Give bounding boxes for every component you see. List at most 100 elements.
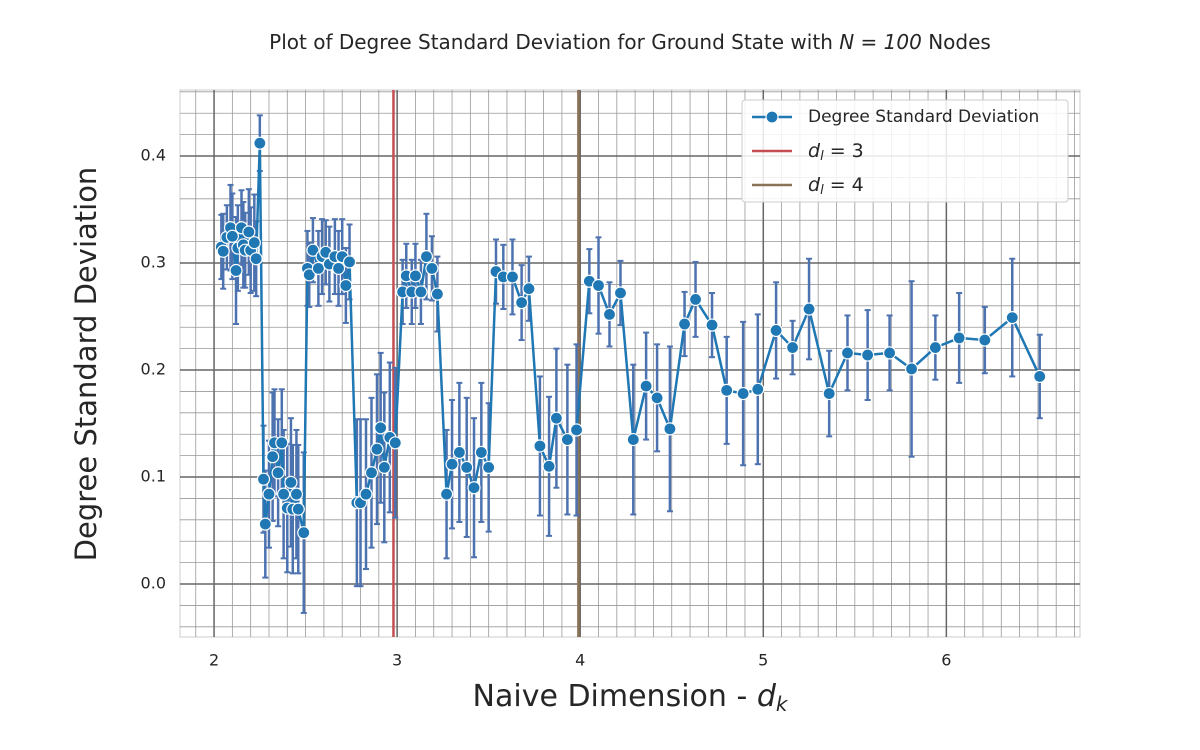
data-point [374, 421, 388, 435]
data-point [650, 391, 664, 405]
data-point [720, 383, 734, 397]
data-point [549, 411, 564, 425]
legend-label-text: = 3 [824, 140, 864, 162]
data-point [225, 229, 239, 243]
data-point [216, 244, 230, 258]
x-tick-label: 4 [575, 651, 585, 670]
data-point [289, 487, 304, 501]
legend-label: dl = 3 [808, 140, 864, 164]
data-point [359, 487, 373, 501]
data-point [419, 250, 434, 264]
data-point [452, 445, 466, 460]
data-point [430, 287, 445, 301]
x-tick-label: 5 [758, 651, 768, 670]
data-point [242, 225, 256, 239]
data-point [1005, 310, 1019, 325]
data-point [591, 278, 606, 293]
data-point [247, 236, 261, 250]
legend-marker [765, 110, 779, 124]
data-point [639, 379, 653, 393]
x-tick-label: 3 [392, 651, 402, 670]
data-point [474, 445, 488, 460]
y-tick-label: 0.1 [141, 467, 166, 486]
data-point [258, 517, 272, 531]
data-point [388, 436, 402, 450]
data-point [414, 285, 428, 299]
x-axis-label: Naive Dimension - dk [473, 679, 789, 716]
data-point [364, 466, 379, 480]
data-point [229, 263, 243, 278]
data-point [751, 382, 765, 396]
data-point [688, 292, 703, 307]
data-point [306, 243, 320, 257]
x-tick-label: 2 [209, 651, 219, 670]
legend-label-sub: l [820, 149, 824, 164]
data-point [515, 296, 529, 310]
data-point [377, 460, 391, 475]
legend-box [741, 99, 1069, 203]
data-point [928, 340, 942, 355]
data-point [249, 252, 263, 266]
data-point [736, 386, 750, 401]
data-point [482, 460, 496, 475]
data-point [769, 323, 783, 338]
legend-label-var: d [808, 140, 821, 162]
data-point [569, 423, 584, 437]
data-point [460, 460, 474, 475]
data-point [785, 340, 800, 355]
data-point [445, 457, 459, 471]
data-point [311, 261, 326, 275]
y-axis-label: Degree Standard Deviation [69, 167, 103, 562]
data-point [339, 278, 353, 293]
data-point [542, 459, 556, 473]
data-point [425, 261, 439, 275]
legend-label-var: d [808, 174, 821, 196]
data-point [705, 318, 719, 332]
data-point [467, 481, 481, 495]
data-point [861, 348, 875, 362]
y-tick-label: 0.0 [141, 574, 166, 593]
data-point [302, 268, 316, 282]
data-point [626, 432, 640, 447]
data-point [297, 526, 311, 540]
data-point [275, 436, 289, 450]
legend-label: Degree Standard Deviation [808, 107, 1039, 127]
data-point [978, 333, 992, 347]
data-point [439, 487, 454, 501]
data-point [613, 286, 628, 300]
data-point [331, 261, 346, 275]
data-point [256, 472, 271, 486]
data-point [342, 255, 357, 269]
data-point [505, 270, 520, 284]
legend-label-text: = 4 [824, 174, 864, 196]
data-point [602, 307, 617, 321]
data-point [663, 422, 677, 436]
data-point [904, 362, 919, 376]
data-point [291, 502, 305, 516]
data-point [277, 487, 291, 501]
data-point [802, 302, 816, 316]
data-point [262, 487, 276, 501]
chart-title: Plot of Degree Standard Deviation for Gr… [269, 30, 991, 54]
data-point [840, 346, 855, 360]
y-tick-label: 0.4 [141, 146, 166, 165]
data-point [266, 450, 280, 464]
data-point [370, 442, 384, 456]
y-tick-label: 0.2 [141, 360, 166, 379]
data-point [522, 282, 536, 296]
data-point [1033, 369, 1047, 384]
data-point [560, 432, 574, 447]
data-point [271, 466, 285, 480]
legend-label: dl = 4 [808, 174, 864, 198]
legend-label-sub: l [820, 183, 824, 198]
data-point [883, 346, 897, 360]
x-tick-label: 6 [941, 651, 951, 670]
data-point [533, 439, 547, 453]
data-point [408, 269, 423, 283]
data-point [952, 331, 966, 345]
data-point [284, 475, 298, 489]
y-tick-label: 0.3 [141, 253, 166, 272]
data-point [677, 317, 692, 331]
data-point [253, 136, 267, 150]
